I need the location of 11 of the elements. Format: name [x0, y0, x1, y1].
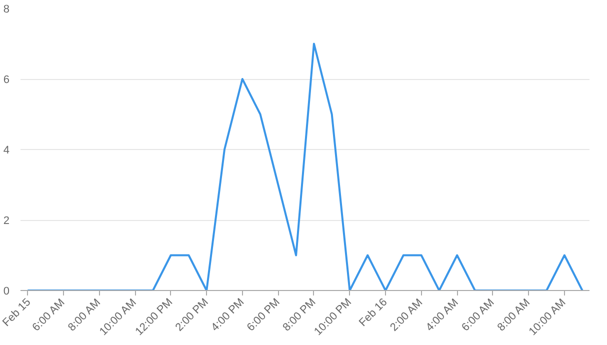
- y-tick-label: 4: [3, 144, 10, 156]
- x-tick-label: Feb 16: [357, 296, 390, 329]
- y-tick-label: 8: [3, 4, 10, 16]
- x-tick-label: 6:00 PM: [244, 296, 282, 334]
- x-tick-label: 4:00 AM: [424, 296, 461, 334]
- y-tick-label: 6: [3, 74, 10, 86]
- line-series: [26, 42, 584, 290]
- x-tick-label: 4:00 PM: [209, 296, 247, 334]
- y-tick-label: 2: [3, 215, 10, 227]
- x-tick-label: 6:00 AM: [460, 296, 497, 334]
- y-tick-label: 0: [3, 286, 10, 298]
